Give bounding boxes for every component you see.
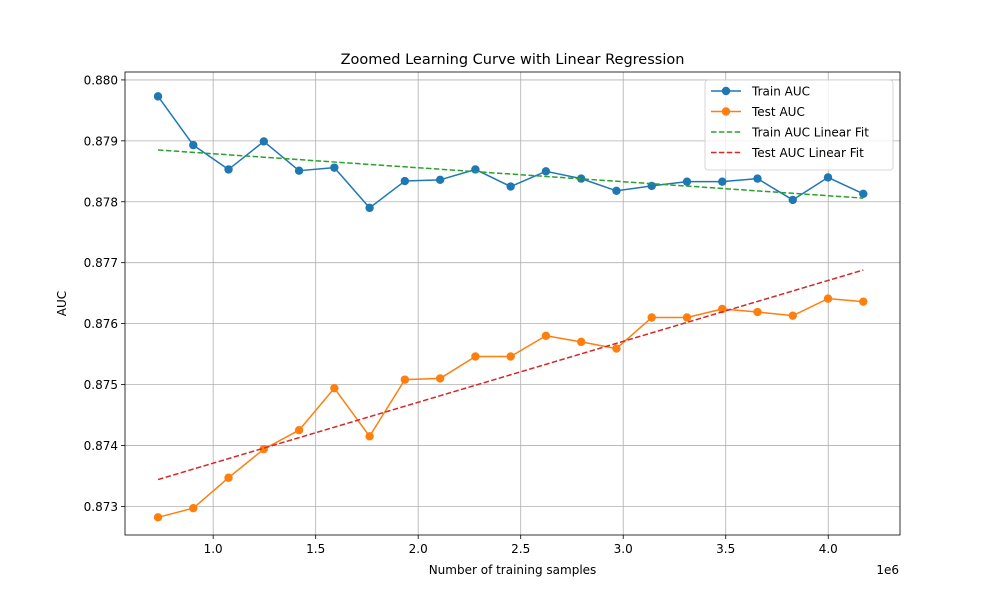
train-auc-point [612, 186, 621, 195]
test-auc-point [682, 313, 692, 322]
y-tick-label: 0.874 [84, 439, 118, 453]
y-tick-label: 0.880 [84, 73, 118, 87]
train-auc-point [400, 176, 410, 186]
train-auc-point [435, 175, 445, 185]
train-auc-linear-fit-line [157, 149, 864, 199]
test-auc-point [612, 344, 621, 353]
series-layer [153, 92, 868, 522]
test-auc-point [400, 375, 410, 384]
y-tick-label: 0.879 [84, 134, 118, 148]
x-axis-offset-label: 1e6 [876, 563, 899, 577]
train-auc-point [788, 195, 797, 205]
chart-title: Zoomed Learning Curve with Linear Regres… [341, 52, 685, 68]
test-auc-point [224, 473, 233, 482]
train-auc-point [506, 182, 515, 191]
y-axis: 0.873 0.874 0.875 0.876 0.877 0.878 0.879 0.880 [84, 73, 125, 514]
x-tick-label: 3.0 [614, 542, 633, 556]
train-auc-point [330, 163, 339, 172]
test-auc-point [859, 297, 868, 306]
legend-marker-train-auc [721, 86, 731, 96]
test-auc-point [294, 426, 304, 435]
train-auc-point [224, 165, 233, 174]
train-auc-point [859, 189, 868, 199]
test-auc-point [576, 337, 586, 347]
train-auc-point [718, 177, 727, 186]
train-auc-point [259, 137, 269, 146]
y-axis-label: AUC [55, 291, 69, 316]
test-auc-point [718, 304, 727, 314]
train-auc-point [682, 177, 692, 186]
test-auc-point [541, 331, 551, 340]
test-auc-point [435, 374, 445, 383]
test-auc-point [506, 352, 515, 361]
legend: Train AUC Test AUC Train AUC Linear Fit Tes… [704, 79, 894, 171]
train-auc-point [294, 166, 304, 175]
train-auc-point [753, 174, 762, 183]
test-auc-point [788, 311, 797, 320]
train-auc-point [823, 173, 833, 182]
y-tick-label: 0.873 [84, 500, 118, 514]
train-auc-point [541, 167, 551, 176]
x-axis: 1.0 1.5 2.0 2.5 3.0 3.5 4.0 [204, 535, 838, 556]
test-auc-point [153, 513, 163, 522]
x-tick-label: 4.0 [819, 542, 838, 556]
y-tick-label: 0.876 [84, 317, 118, 331]
train-auc-point [365, 203, 374, 213]
legend-label-train-auc-linear-fit: Train AUC Linear Fit [751, 125, 869, 139]
x-axis-label: Number of training samples [429, 563, 597, 577]
train-auc-point [153, 92, 163, 101]
legend-box [704, 79, 894, 171]
test-auc-linear-fit-line [157, 269, 864, 481]
legend-marker-test-auc [721, 107, 731, 116]
legend-label-train-auc: Train AUC [751, 84, 810, 98]
plot-frame [124, 71, 901, 536]
y-tick-label: 0.875 [84, 378, 118, 392]
test-auc-point [753, 307, 762, 317]
train-auc-point [189, 140, 198, 150]
x-tick-label: 2.5 [511, 542, 530, 556]
legend-label-test-auc-linear-fit: Test AUC Linear Fit [751, 146, 864, 160]
test-auc-point [189, 503, 198, 513]
test-auc-point [330, 383, 339, 393]
y-tick-label: 0.877 [84, 256, 118, 270]
x-tick-label: 1.5 [306, 542, 325, 556]
test-auc-point [471, 352, 480, 361]
legend-label-test-auc: Test AUC [751, 105, 805, 119]
test-auc-point [823, 294, 833, 303]
test-auc-point [647, 313, 656, 322]
x-tick-label: 2.0 [409, 542, 428, 556]
x-tick-label: 3.5 [716, 542, 735, 556]
test-auc-point [365, 432, 374, 441]
y-tick-label: 0.878 [84, 195, 118, 209]
x-tick-label: 1.0 [204, 542, 223, 556]
